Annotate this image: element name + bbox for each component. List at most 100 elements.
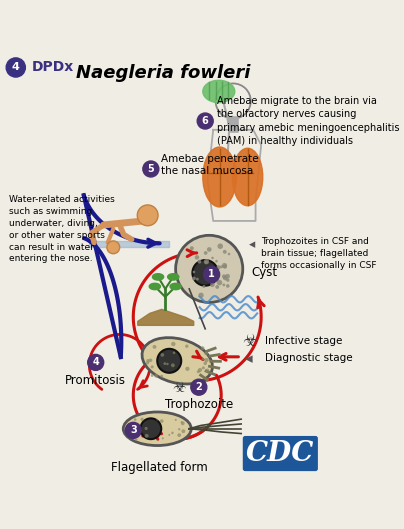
Circle shape [145, 427, 148, 430]
Circle shape [153, 345, 156, 349]
Text: Trophozoite: Trophozoite [165, 398, 233, 412]
Circle shape [190, 246, 194, 250]
Ellipse shape [168, 273, 179, 280]
Circle shape [202, 358, 204, 361]
FancyBboxPatch shape [243, 436, 318, 471]
Circle shape [217, 265, 221, 269]
Circle shape [207, 247, 212, 252]
Text: 1: 1 [208, 269, 215, 279]
Text: Promitosis: Promitosis [65, 375, 126, 387]
Text: 6: 6 [202, 116, 208, 126]
Circle shape [226, 284, 229, 288]
Circle shape [223, 250, 227, 254]
Circle shape [181, 430, 185, 433]
Circle shape [181, 421, 183, 423]
Circle shape [223, 276, 227, 280]
Ellipse shape [232, 148, 263, 206]
Circle shape [204, 267, 220, 282]
Circle shape [173, 351, 175, 354]
Circle shape [145, 434, 149, 438]
Circle shape [134, 418, 137, 421]
Text: Flagellated form: Flagellated form [111, 461, 208, 474]
Circle shape [192, 277, 196, 280]
Circle shape [154, 374, 158, 378]
Text: ◂: ◂ [245, 351, 253, 366]
Circle shape [210, 282, 215, 287]
Circle shape [211, 257, 214, 259]
Circle shape [185, 344, 189, 348]
Circle shape [185, 367, 189, 371]
Circle shape [198, 260, 202, 263]
Text: Diagnostic stage: Diagnostic stage [265, 353, 353, 363]
Ellipse shape [149, 284, 160, 290]
Circle shape [195, 255, 199, 260]
Circle shape [198, 368, 202, 372]
Text: CDC: CDC [246, 440, 315, 467]
Circle shape [177, 433, 181, 437]
Circle shape [204, 361, 207, 365]
Circle shape [176, 235, 243, 303]
Circle shape [217, 280, 222, 285]
Text: Cyst: Cyst [252, 267, 278, 279]
Circle shape [160, 375, 163, 378]
Circle shape [130, 425, 134, 429]
Circle shape [215, 260, 218, 262]
Ellipse shape [203, 147, 236, 207]
Ellipse shape [142, 338, 213, 384]
Text: Infective stage: Infective stage [265, 336, 343, 346]
Ellipse shape [203, 80, 235, 103]
Circle shape [205, 369, 209, 372]
Circle shape [151, 366, 154, 368]
Circle shape [160, 419, 164, 423]
Circle shape [168, 434, 170, 436]
Circle shape [175, 419, 177, 421]
Circle shape [202, 285, 205, 288]
Circle shape [143, 161, 159, 177]
Text: 4: 4 [93, 358, 99, 368]
Circle shape [156, 419, 158, 421]
Circle shape [196, 278, 199, 280]
Text: Naegleria fowleri: Naegleria fowleri [76, 65, 250, 83]
Circle shape [135, 427, 138, 431]
Text: Trophozoites in CSF and
brain tissue; flagellated
forms occasionally in CSF: Trophozoites in CSF and brain tissue; fl… [261, 237, 377, 269]
Circle shape [149, 359, 152, 362]
Circle shape [129, 428, 132, 432]
Circle shape [197, 113, 213, 129]
Circle shape [204, 251, 208, 255]
Text: Amebae penetrate
the nasal mucosa: Amebae penetrate the nasal mucosa [161, 154, 259, 176]
Text: 2: 2 [196, 382, 202, 392]
Circle shape [198, 293, 204, 298]
Circle shape [204, 352, 208, 355]
Circle shape [171, 363, 175, 367]
Circle shape [223, 284, 225, 286]
Circle shape [146, 359, 149, 362]
Ellipse shape [170, 284, 181, 290]
Text: 5: 5 [147, 164, 154, 174]
Circle shape [202, 366, 205, 369]
Circle shape [160, 353, 164, 357]
Text: 3: 3 [130, 425, 137, 435]
Circle shape [133, 434, 136, 436]
Circle shape [125, 422, 141, 439]
Circle shape [171, 342, 175, 346]
Circle shape [107, 241, 120, 254]
Text: ◂: ◂ [249, 239, 256, 251]
Circle shape [181, 422, 185, 425]
Circle shape [204, 358, 209, 362]
Circle shape [166, 363, 168, 365]
Circle shape [225, 274, 230, 279]
Circle shape [217, 243, 223, 249]
Circle shape [151, 374, 154, 377]
Circle shape [223, 264, 227, 269]
Circle shape [228, 253, 230, 256]
Circle shape [137, 205, 158, 226]
Text: DPDx: DPDx [32, 60, 74, 75]
Circle shape [88, 354, 104, 370]
Ellipse shape [152, 273, 164, 280]
Circle shape [141, 418, 144, 421]
Circle shape [135, 439, 137, 441]
Text: Water-related activities
such as swimming
underwater, diving,
or other water spo: Water-related activities such as swimmin… [9, 195, 115, 263]
Circle shape [157, 349, 181, 373]
Text: Amebae migrate to the brain via
the olfactory nerves causing
primary amebic meni: Amebae migrate to the brain via the olfa… [217, 96, 400, 146]
Circle shape [222, 275, 226, 278]
